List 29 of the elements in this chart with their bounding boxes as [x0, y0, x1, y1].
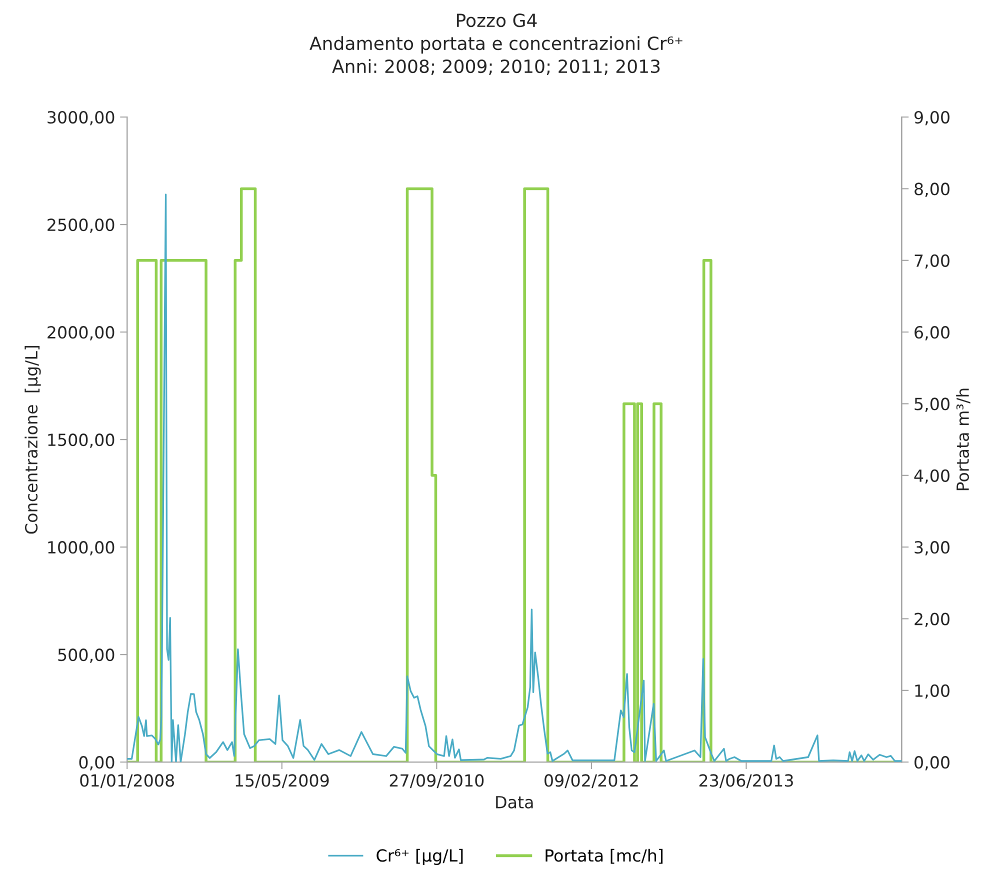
- y2-tick-label: 1,00: [915, 684, 950, 699]
- y-tick-label: 500,00: [58, 648, 114, 663]
- y-tick-label: 1500,00: [48, 434, 114, 448]
- chart-title: Pozzo G4: [457, 14, 537, 28]
- x-tick-label: 01/01/2008: [80, 774, 174, 788]
- y-tick-label: 1000,00: [48, 541, 114, 556]
- y-tick-label: 0,00: [79, 756, 114, 770]
- y2-tick-label: 9,00: [914, 111, 950, 126]
- y2-tick-label: 3,00: [914, 541, 950, 556]
- y2-tick-label: 4,00: [914, 469, 950, 484]
- y2-tick-label: 0,00: [914, 756, 950, 770]
- x-axis-title: Data: [496, 796, 533, 808]
- y2-axis-title: Portata m³/h: [956, 388, 970, 490]
- x-tick-label: 27/09/2010: [390, 774, 484, 788]
- y-axis-title: Concentrazione [µg/L]: [24, 346, 41, 534]
- chart-subtitle: Andamento portata e concentrazioni Cr⁶⁺ Anni: 2008; 2009; 2010; 2011; 2013: [310, 36, 682, 75]
- y2-tick-label: 6,00: [914, 326, 950, 340]
- y2-tick-label: 8,00: [914, 182, 950, 197]
- y-tick-label: 3000,00: [48, 111, 114, 126]
- legend-label: Cr⁶⁺ [µg/L]: [376, 848, 463, 865]
- y-tick-label: 2000,00: [48, 326, 114, 340]
- y2-tick-label: 5,00: [914, 398, 950, 412]
- y2-tick-label: 2,00: [914, 612, 950, 628]
- y2-tick-label: 7,00: [914, 254, 950, 269]
- y-tick-label: 2500,00: [48, 218, 114, 233]
- x-tick-label: 23/06/2013: [699, 774, 793, 788]
- x-tick-label: 09/02/2012: [544, 774, 638, 788]
- x-tick-label: 15/05/2009: [236, 774, 329, 788]
- legend-label: Portata [mc/h]: [546, 848, 663, 864]
